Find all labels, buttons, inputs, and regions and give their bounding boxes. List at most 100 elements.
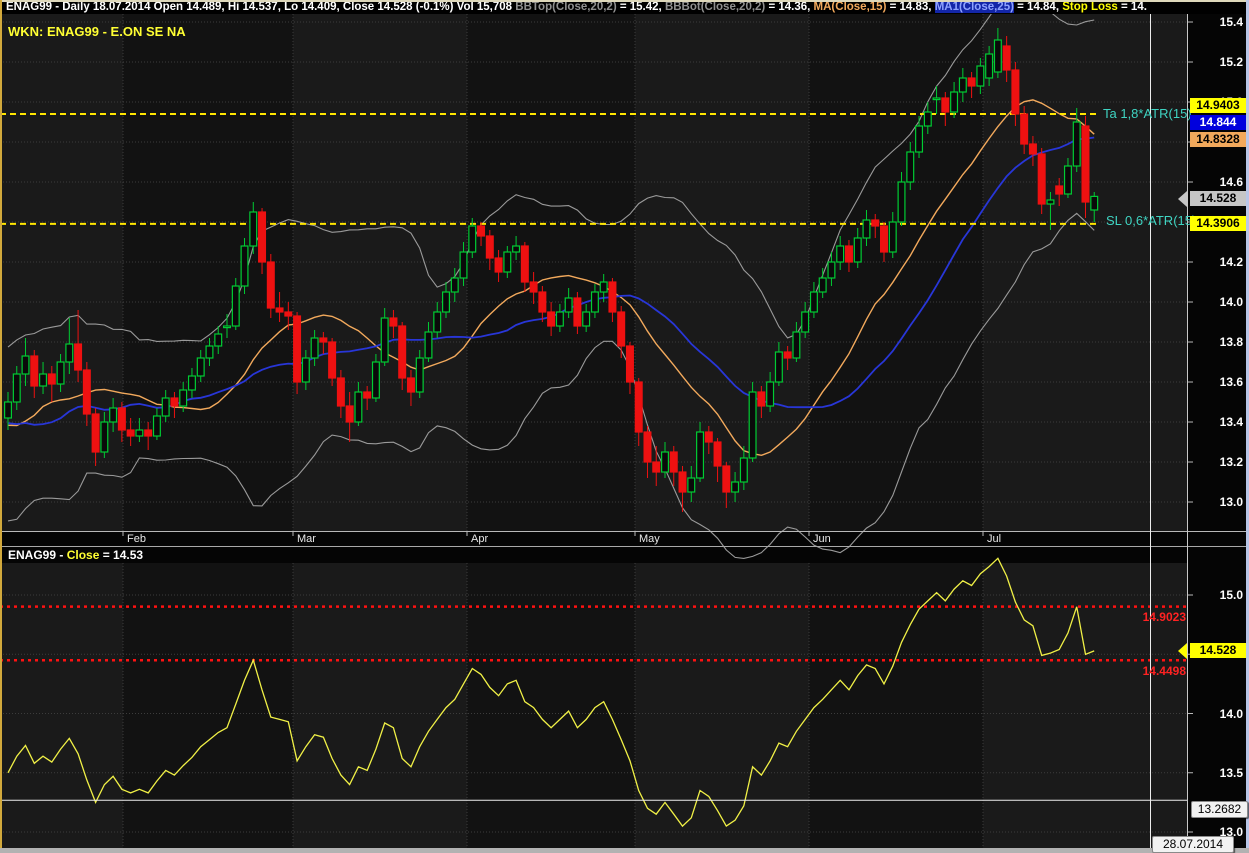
candle-body <box>547 311 556 327</box>
candle-body <box>696 431 705 479</box>
header-segment: = 14. <box>1117 1 1147 13</box>
candle-body <box>932 97 941 101</box>
close-line <box>7 557 1095 828</box>
candle-body <box>634 381 643 433</box>
candle-body <box>284 311 293 317</box>
candle-body <box>459 251 468 279</box>
candle-body <box>923 111 932 127</box>
candle-body <box>941 97 950 113</box>
candle-body <box>871 219 880 227</box>
y-axis-tick-label: 13.6 <box>1219 375 1243 389</box>
candle-body <box>801 311 810 333</box>
candle-body <box>555 311 564 327</box>
candle-body <box>915 125 924 153</box>
x-axis-month-label: May <box>639 533 660 545</box>
candle-body <box>354 391 363 423</box>
candle-body <box>792 331 801 359</box>
bottom-title-segment: ENAG99 - <box>8 548 67 562</box>
candle-body <box>117 407 126 431</box>
candle-body <box>897 181 906 223</box>
candle-body <box>958 77 967 93</box>
target-level-price-box: 14.9403 <box>1190 98 1246 113</box>
bottom-panel-title: ENAG99 - Close = 14.53 <box>8 548 143 562</box>
window-border-bottom[interactable] <box>0 848 1249 853</box>
candle-body <box>862 219 871 239</box>
candle-body <box>126 429 135 437</box>
candle-body <box>161 397 170 417</box>
candle-body <box>687 477 696 493</box>
candle-body <box>30 355 39 387</box>
bollinger-lower-line <box>7 212 1095 559</box>
candle-body <box>888 221 897 253</box>
candle-body <box>39 373 48 387</box>
last-price-arrow-icon <box>1178 191 1187 207</box>
candle-body <box>231 285 240 327</box>
candle-body <box>538 291 547 313</box>
candle-body <box>223 325 232 329</box>
candlestick-series <box>3 28 1099 512</box>
candle-body <box>1055 185 1064 195</box>
candle-body <box>363 391 372 399</box>
y-axis-tick-label: 13.8 <box>1219 335 1243 349</box>
chart-header-bar: ENAG99 - Daily 18.07.2014 Open 14.489, H… <box>2 1 1249 14</box>
y-axis-tick-label: 13.0 <box>1219 825 1243 839</box>
x-axis-month-label: Mar <box>297 533 316 545</box>
crosshair-date-tooltip: 28.07.2014 <box>1152 836 1234 853</box>
header-segment: BBBot(Close,20,2) <box>664 1 766 13</box>
candle-body <box>652 461 661 473</box>
candle-body <box>1002 45 1011 71</box>
window-border-right[interactable] <box>1246 0 1249 853</box>
stoploss-atr-annotation: SL 0,6*ATR(15) <box>1106 213 1197 228</box>
candle-body <box>345 405 354 423</box>
candle-body <box>976 65 985 87</box>
x-axis-month-label: Feb <box>127 533 146 545</box>
y-axis-tick-label: 14.6 <box>1219 175 1243 189</box>
candle-body <box>389 317 398 327</box>
header-segment: = 14.36, <box>765 1 814 13</box>
ma25-price-box: 14.844 <box>1190 115 1246 130</box>
candle-body <box>214 333 223 347</box>
candle-body <box>442 291 451 313</box>
candle-body <box>293 315 302 383</box>
candle-body <box>433 311 442 333</box>
candle-body <box>21 355 30 375</box>
candle-body <box>3 401 13 419</box>
x-axis-month-label: Apr <box>471 533 489 545</box>
bottom-title-segment: = 14.53 <box>99 548 144 562</box>
candle-body <box>319 337 328 343</box>
month-band <box>123 14 293 531</box>
candle-body <box>643 431 652 463</box>
candle-body <box>853 237 862 263</box>
candle-body <box>844 245 853 263</box>
y-axis-tick-label: 13.2 <box>1219 455 1243 469</box>
candle-body <box>660 451 669 473</box>
candle-body <box>144 429 153 437</box>
y-axis-tick-label: 15.2 <box>1219 55 1243 69</box>
candle-body <box>47 373 56 385</box>
candle-body <box>301 357 310 383</box>
candle-body <box>809 291 818 313</box>
candle-body <box>879 225 888 253</box>
candle-body <box>450 277 459 293</box>
header-segment: MA1(Close,25) <box>934 1 1014 13</box>
month-band <box>0 563 123 848</box>
candle-body <box>240 245 249 287</box>
candle-body <box>1020 113 1029 145</box>
candle-body <box>179 389 188 407</box>
y-axis-tick-label: 14.0 <box>1219 295 1243 309</box>
candle-body <box>477 225 486 237</box>
header-segment: BBTop(Close,20,2) <box>515 1 617 13</box>
candle-body <box>739 457 748 483</box>
candle-body <box>336 377 345 407</box>
candle-body <box>757 391 766 407</box>
month-band <box>467 14 635 531</box>
candle-body <box>512 245 521 253</box>
candle-body <box>1081 125 1090 203</box>
candle-body <box>564 297 573 313</box>
candle-body <box>65 343 74 363</box>
last-price-box: 14.528 <box>1190 191 1246 206</box>
candle-body <box>424 331 433 359</box>
candle-body <box>669 451 678 473</box>
